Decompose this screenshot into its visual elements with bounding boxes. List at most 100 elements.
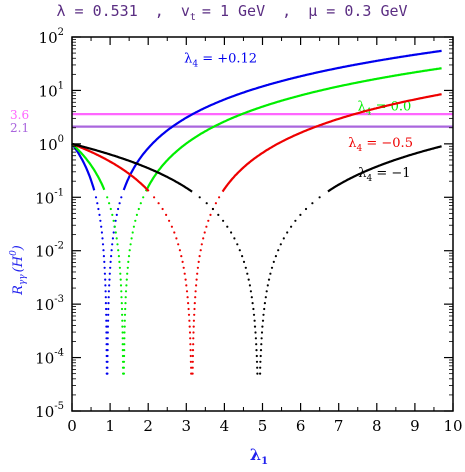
dip-point [259, 349, 263, 352]
y-tick-label: 10-3 [35, 294, 64, 314]
x-axis-label: λ1 [250, 445, 268, 467]
dip-point [108, 284, 111, 287]
dip-point [294, 219, 297, 222]
y-tick-label: 101 [39, 80, 64, 100]
x-tick-label: 5 [258, 417, 268, 435]
dip-point [188, 319, 191, 322]
series-label-value: = +0.12 [198, 52, 257, 67]
dip-point [129, 243, 132, 246]
dip-point [247, 278, 250, 281]
chart-title: λ = 0.531 , vt = 1 GeV , μ = 0.3 GeV [56, 2, 407, 23]
dip-point [120, 307, 124, 311]
dip-point [236, 243, 239, 246]
dip-point [121, 343, 124, 346]
dip-point [106, 349, 109, 352]
dip-point [118, 202, 121, 205]
dip-point [189, 337, 192, 340]
dip-point [173, 231, 176, 234]
dip-point [134, 219, 137, 222]
dip-point [107, 290, 110, 293]
dip-point [142, 196, 145, 199]
series-label-main: λ [358, 100, 366, 115]
dip-point [106, 196, 109, 199]
dip-point [277, 249, 280, 252]
dip-point [127, 260, 130, 263]
dip-point [181, 260, 184, 263]
dip-point [100, 231, 103, 234]
y-tick-exp: -1 [54, 187, 64, 198]
dip-point [187, 302, 190, 305]
y-tick-label: 10-1 [35, 187, 64, 207]
y-tick-exp: 1 [58, 80, 64, 91]
dip-point [269, 272, 272, 275]
dip-point [249, 290, 252, 293]
dip-point [122, 360, 126, 363]
dip-point [118, 260, 121, 263]
dip-point [256, 372, 259, 375]
dip-point [105, 313, 108, 316]
dip-point [101, 243, 105, 246]
dip-point [199, 249, 202, 252]
dip-point [121, 325, 124, 328]
dip-point [263, 302, 266, 305]
dip-point [161, 207, 164, 211]
x-tick-label: 9 [410, 417, 420, 435]
dip-point [114, 219, 117, 222]
dip-point [194, 290, 197, 293]
dip-point [124, 296, 127, 299]
dip-point [192, 331, 195, 334]
dip-point [106, 360, 109, 363]
dip-point [125, 284, 128, 287]
dip-point [128, 249, 131, 252]
dip-point [107, 319, 110, 322]
dip-point [120, 302, 123, 305]
dip-point [253, 325, 257, 328]
dip-point [187, 313, 191, 316]
dip-point [123, 343, 126, 346]
title-lambda: λ = 0.531 [56, 2, 137, 20]
dip-point [311, 202, 314, 205]
dip-point [108, 202, 111, 205]
dip-point [207, 219, 210, 222]
hline-label-3-6: 3.6 [10, 108, 29, 122]
y-axis-label-main: R [11, 285, 26, 296]
dip-point [270, 266, 274, 269]
y-tick-base: 10 [35, 403, 54, 421]
dip-point [233, 237, 236, 240]
y-tick-base: 10 [39, 136, 58, 154]
dip-point [263, 307, 266, 311]
dip-point [110, 255, 113, 258]
dip-point [104, 284, 107, 287]
dip-point [193, 313, 196, 316]
dip-point [135, 213, 138, 216]
y-axis-label-sub: γγ [18, 274, 28, 285]
dip-point [110, 249, 113, 252]
title-vt-symbol: v [181, 2, 190, 20]
dip-point [102, 249, 105, 252]
dip-point [217, 213, 220, 216]
dip-point [218, 196, 221, 199]
y-tick-label: 102 [39, 27, 64, 47]
x-tick-label: 8 [372, 417, 382, 435]
dip-point [94, 196, 98, 199]
x-tick-label: 7 [334, 417, 344, 435]
dip-point [192, 319, 195, 322]
title-mu: μ = 0.3 GeV [308, 2, 407, 20]
dip-point [255, 354, 258, 358]
series-label-value: = −0.5 [362, 136, 413, 151]
series-dip-3 [198, 196, 321, 375]
dip-point [113, 225, 116, 228]
dip-point [106, 372, 109, 375]
dip-point [264, 296, 267, 299]
dip-point [318, 196, 321, 199]
dip-point [290, 225, 293, 228]
series-label-main: λ [184, 52, 192, 67]
series-dip-0 [94, 196, 123, 375]
dip-point [262, 313, 265, 316]
y-tick-base: 10 [39, 82, 58, 100]
dip-point [195, 278, 198, 281]
dip-point [170, 225, 173, 228]
dip-point [99, 219, 102, 222]
